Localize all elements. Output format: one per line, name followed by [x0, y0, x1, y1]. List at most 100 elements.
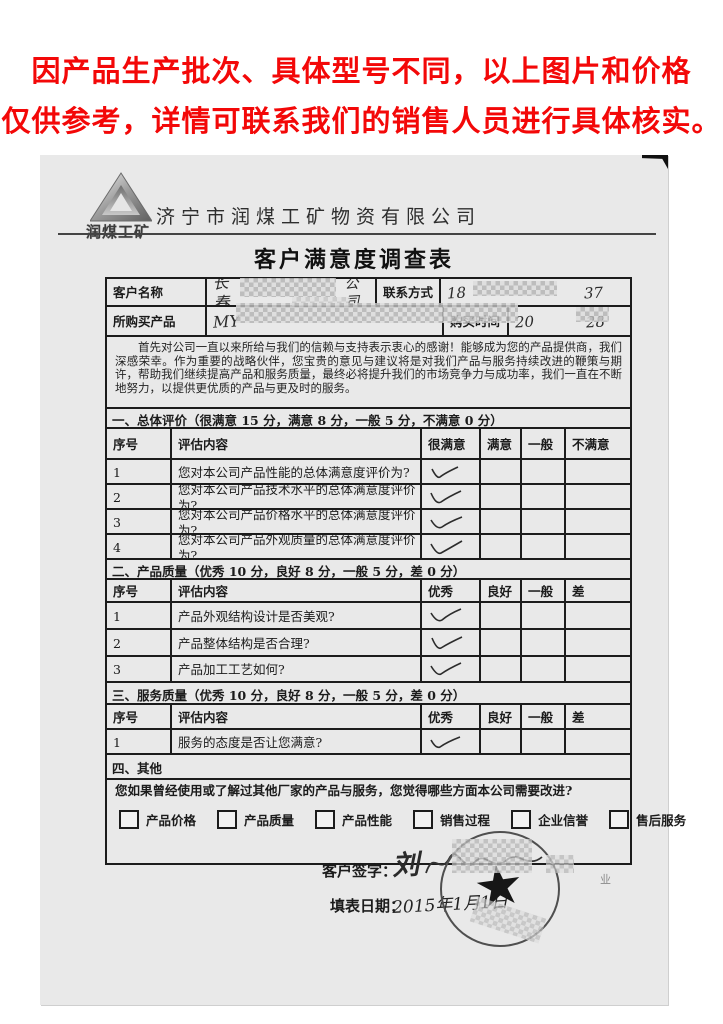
checkmark-icon	[428, 464, 464, 481]
option-label: 销售过程	[440, 813, 491, 828]
stamp-faint-character: 业	[600, 873, 611, 886]
col-rating2: 良好	[479, 580, 520, 601]
rating-cell	[479, 535, 520, 558]
product-value: MY 机	[205, 307, 442, 335]
row-no: 2	[113, 489, 121, 505]
row-no: 4	[113, 539, 121, 555]
customer-name-label: 客户名称	[113, 285, 164, 301]
rating-cell	[520, 603, 564, 628]
option-product-performance: 产品性能	[315, 810, 392, 829]
row-no: 1	[113, 464, 121, 480]
info-row-customer: 客户名称 长春 公司 联系方式 18 37	[107, 279, 630, 305]
customer-name-value: 长春 公司	[205, 279, 375, 305]
option-product-quality: 产品质量	[217, 810, 294, 829]
checkbox-icon	[119, 810, 139, 829]
rating-cell-checked	[420, 460, 479, 483]
rating-cell	[564, 535, 630, 558]
header-divider	[58, 233, 656, 235]
redaction-mosaic	[240, 278, 336, 297]
rating-cell	[520, 460, 564, 483]
col-content: 评估内容	[170, 580, 420, 601]
product-label: 所购买产品	[113, 314, 176, 330]
section3-heading-row: 三、服务质量（优秀 10 分，良好 8 分，一般 5 分，差 0 分）	[107, 681, 630, 703]
intro-row: 首先对公司一直以来所给与我们的信赖与支持表示衷心的感谢！能够成为您的产品提供商，…	[107, 335, 630, 407]
notice-line-2: 仅供参考，详情可联系我们的销售人员进行具体核实。	[1, 106, 722, 138]
section1-header-row: 序号 评估内容 很满意 满意 一般 不满意	[107, 427, 630, 458]
redaction-mosaic	[576, 307, 609, 322]
section3-heading: 三、服务质量（优秀 10 分，良好 8 分，一般 5 分，差 0 分）	[112, 687, 466, 703]
row-question: 您对本公司产品外观质量的总体满意度评价为?	[170, 535, 420, 558]
rating-cell	[564, 485, 630, 508]
col-no: 序号	[113, 709, 139, 725]
survey-form-table: 客户名称 长春 公司 联系方式 18 37 所购买产品 MY 机 购买时间 20…	[105, 277, 686, 865]
rating-cell	[479, 730, 520, 753]
contact-label: 联系方式	[375, 279, 439, 305]
option-label: 企业信誉	[538, 813, 589, 828]
option-sales-process: 销售过程	[413, 810, 490, 829]
handwritten-contact-prefix: 18	[446, 283, 467, 303]
section4-heading-row: 四、其他	[107, 753, 630, 778]
checkmark-icon	[428, 489, 464, 506]
section1-heading: 一、总体评价（很满意 15 分，满意 8 分，一般 5 分，不满意 0 分）	[112, 412, 503, 428]
option-label: 产品性能	[342, 813, 393, 828]
checkmark-icon	[428, 607, 464, 624]
row-question: 服务的态度是否让您满意?	[170, 730, 420, 753]
rating-cell	[520, 510, 564, 533]
option-company-reputation: 企业信誉	[511, 810, 588, 829]
table-row: 2 产品整体结构是否合理?	[107, 628, 630, 655]
row-question: 产品整体结构是否合理?	[170, 630, 420, 655]
col-content: 评估内容	[170, 705, 420, 728]
table-row: 3 您对本公司产品价格水平的总体满意度评价为?	[107, 508, 630, 533]
rating-cell	[479, 510, 520, 533]
checkmark-icon	[428, 734, 464, 751]
rating-cell	[564, 460, 630, 483]
table-row: 1 服务的态度是否让您满意?	[107, 728, 630, 753]
col-rating4: 差	[564, 705, 630, 728]
row-no: 3	[113, 514, 121, 530]
col-rating3: 一般	[520, 705, 564, 728]
checkbox-icon	[511, 810, 532, 829]
row-no: 1	[113, 608, 121, 624]
rating-cell	[520, 485, 564, 508]
rating-cell	[564, 630, 630, 655]
redaction-mosaic	[236, 303, 518, 323]
section2-heading-row: 二、产品质量（优秀 10 分，良好 8 分，一般 5 分，差 0 分）	[107, 558, 630, 579]
fill-date-label: 填表日期：	[330, 897, 406, 915]
improvement-options: 产品价格 产品质量 产品性能 销售过程	[115, 810, 686, 829]
table-row: 1 您对本公司产品性能的总体满意度评价为?	[107, 458, 630, 483]
col-no: 序号	[113, 436, 139, 452]
checkmark-icon	[428, 634, 464, 651]
rating-cell	[564, 510, 630, 533]
row-question: 产品加工工艺如何?	[170, 657, 420, 681]
rating-cell	[564, 603, 630, 628]
row-no: 1	[113, 734, 121, 750]
rating-cell-checked	[420, 657, 479, 681]
col-rating4: 不满意	[564, 429, 630, 458]
col-rating4: 差	[564, 580, 630, 601]
purchase-time-value: 20 28	[507, 307, 630, 335]
col-rating2: 满意	[479, 429, 520, 458]
handwritten-signature: 刘	[391, 849, 420, 882]
table-row: 3 产品加工工艺如何?	[107, 655, 630, 681]
row-no: 3	[113, 662, 121, 678]
rating-cell	[564, 657, 630, 681]
rating-cell	[479, 657, 520, 681]
section2-heading: 二、产品质量（优秀 10 分，良好 8 分，一般 5 分，差 0 分）	[112, 563, 466, 579]
col-rating1: 优秀	[420, 705, 479, 728]
row-question: 您对本公司产品性能的总体满意度评价为?	[170, 460, 420, 483]
company-logo-pyramid-icon	[90, 172, 152, 222]
rating-cell	[520, 657, 564, 681]
rating-cell	[479, 603, 520, 628]
redaction-mosaic	[473, 281, 557, 296]
redaction-mosaic	[452, 839, 532, 873]
logo-text: 润煤工矿	[86, 223, 151, 241]
rating-cell-checked	[420, 535, 479, 558]
checkbox-icon	[413, 810, 434, 829]
rating-cell	[520, 535, 564, 558]
option-after-sales-service: 售后服务	[609, 810, 686, 829]
table-row: 2 您对本公司产品技术水平的总体满意度评价为?	[107, 483, 630, 508]
option-label: 售后服务	[636, 813, 687, 828]
section3-header-row: 序号 评估内容 优秀 良好 一般 差	[107, 703, 630, 728]
improvement-question: 您如果曾经使用或了解过其他厂家的产品与服务，您觉得哪些方面本公司需要改进?	[115, 783, 573, 798]
signature-label: 客户签字：	[322, 862, 398, 880]
